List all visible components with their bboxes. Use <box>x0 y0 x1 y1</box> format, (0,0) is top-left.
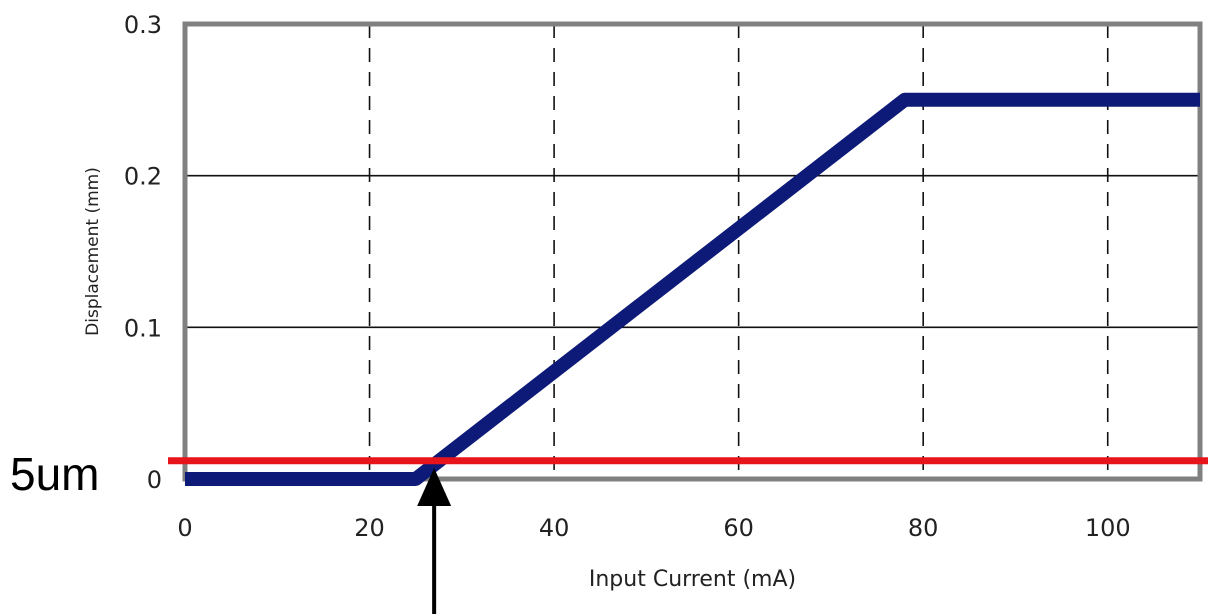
y-tick-label: 0 <box>147 466 162 494</box>
x-tick-label: 80 <box>908 514 939 542</box>
grid <box>185 24 1200 479</box>
threshold-arrow <box>417 468 452 614</box>
x-axis: 0 20 40 60 80 100 <box>177 514 1130 542</box>
reference-line-label: 5um <box>10 448 99 500</box>
y-tick-label: 0.1 <box>124 314 162 342</box>
x-tick-label: 60 <box>723 514 754 542</box>
plot-border <box>182 21 1203 482</box>
y-tick-label: 0.3 <box>124 11 162 39</box>
x-tick-label: 40 <box>539 514 570 542</box>
x-tick-label: 20 <box>354 514 385 542</box>
series-line <box>185 92 1200 486</box>
x-axis-label: Input Current (mA) <box>589 567 796 592</box>
arrow-head <box>417 468 452 506</box>
y-axis: 0 0.1 0.2 0.3 <box>124 11 162 494</box>
y-axis-label: Displacement (mm) <box>83 167 103 336</box>
x-tick-label: 100 <box>1085 514 1131 542</box>
x-tick-label: 0 <box>177 514 192 542</box>
y-tick-label: 0.2 <box>124 163 162 191</box>
